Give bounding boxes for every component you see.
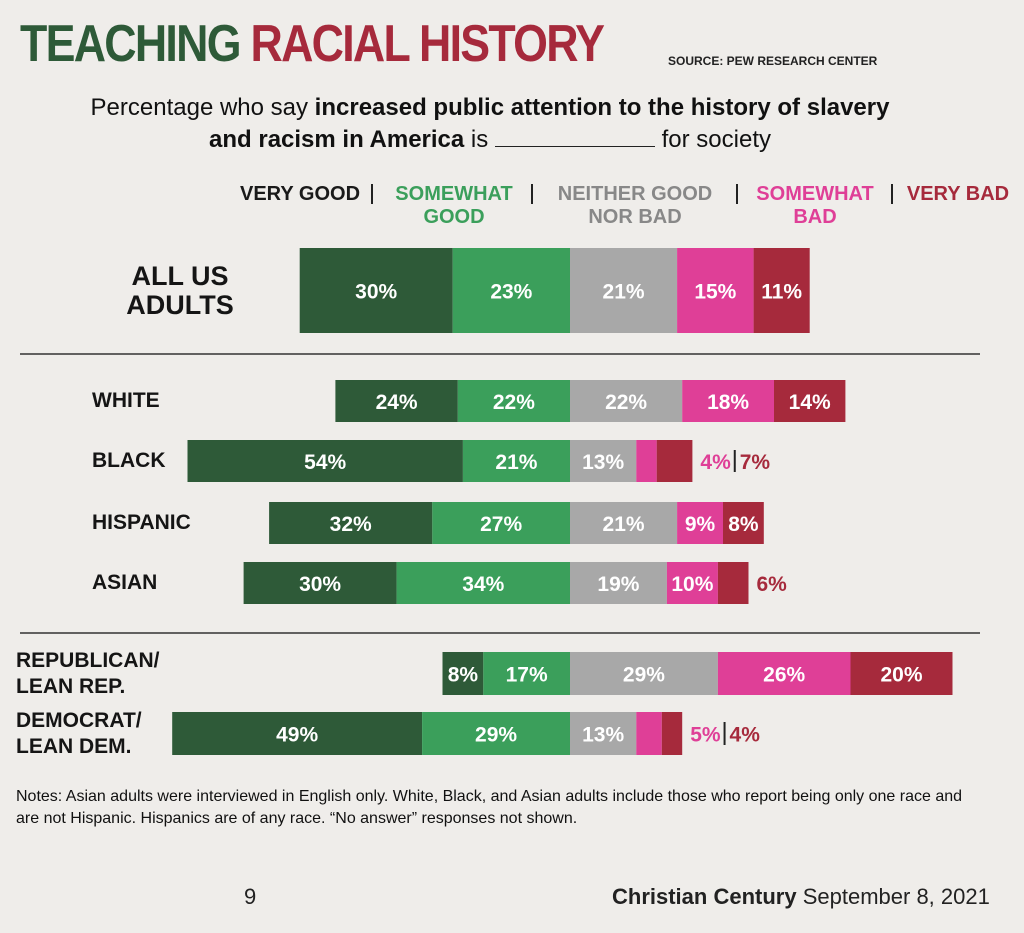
bar-segment xyxy=(187,440,463,482)
title: TEACHING RACIAL HISTORY xyxy=(20,14,605,74)
value-label: 27% xyxy=(480,513,522,536)
bar-segment xyxy=(422,712,570,755)
value-label: 30% xyxy=(299,573,341,596)
bar-segment xyxy=(462,440,570,482)
bar-segment xyxy=(570,380,683,422)
bar-segment xyxy=(335,380,458,422)
value-label: 21% xyxy=(603,281,645,304)
value-label: 14% xyxy=(789,391,831,414)
value-label: 30% xyxy=(355,281,397,304)
category-label: ASIAN xyxy=(92,571,158,594)
bar-segment xyxy=(243,562,397,604)
value-label: 54% xyxy=(304,451,346,474)
category-label: BLACK xyxy=(92,449,166,472)
category-label: HISPANIC xyxy=(92,511,191,534)
title-part: RACIAL HISTORY xyxy=(250,15,604,73)
legend-entry: NEITHER GOOD NOR BAD xyxy=(557,183,713,228)
magazine: Christian Century xyxy=(612,884,797,909)
bar-segment xyxy=(656,440,693,482)
bar-segment xyxy=(677,248,754,333)
bar-segment xyxy=(396,562,570,604)
bar-segment xyxy=(717,562,749,604)
page-number: 9 xyxy=(244,884,257,909)
bar-segment xyxy=(570,562,667,604)
bar-segment xyxy=(717,652,851,695)
value-label: 13% xyxy=(582,724,624,747)
value-label: 32% xyxy=(330,513,372,536)
value-label: 23% xyxy=(490,281,532,304)
bar-segment xyxy=(432,502,570,544)
value-label: 34% xyxy=(462,573,504,596)
bar-segment xyxy=(483,652,570,695)
bar-segment xyxy=(299,248,453,333)
value-label: 7% xyxy=(740,451,771,474)
bar-segment xyxy=(269,502,433,544)
value-label: 11% xyxy=(761,281,802,304)
value-label: 6% xyxy=(757,573,788,596)
value-label: 29% xyxy=(623,664,665,687)
subtitle-bold: increased public attention to the histor… xyxy=(209,94,890,153)
value-label: 20% xyxy=(880,664,922,687)
notes: Notes: Asian adults were interviewed in … xyxy=(16,788,963,827)
bar-segment xyxy=(753,248,810,333)
bar-segment xyxy=(570,440,637,482)
subtitle-text: is xyxy=(470,126,489,153)
legend-entry: VERY GOOD xyxy=(239,183,361,205)
bar-segment xyxy=(570,652,718,695)
category-label: DEMOCRAT/ LEAN DEM. xyxy=(16,709,142,758)
bar-segment xyxy=(570,248,678,333)
footer: Christian Century September 8, 2021 xyxy=(612,884,990,910)
value-label: 4% xyxy=(730,724,761,747)
value-label: 17% xyxy=(506,664,548,687)
bar-segment xyxy=(457,380,570,422)
title-part: TEACHING xyxy=(20,15,242,73)
bar-segment xyxy=(677,502,723,544)
bar-segment xyxy=(636,440,657,482)
value-label: 10% xyxy=(671,573,713,596)
value-label: 8% xyxy=(448,664,479,687)
category-label: ALL US ADULTS xyxy=(126,261,234,320)
legend-entry: SOMEWHAT BAD xyxy=(756,183,874,228)
value-label: 24% xyxy=(376,391,418,414)
bar-segment xyxy=(666,562,718,604)
bar-segment xyxy=(172,712,423,755)
value-label: 19% xyxy=(597,573,639,596)
value-label: 22% xyxy=(605,391,647,414)
bar-segment xyxy=(723,502,764,544)
value-label: 26% xyxy=(763,664,805,687)
bar-segment xyxy=(570,712,637,755)
source: SOURCE: PEW RESEARCH CENTER xyxy=(668,54,878,68)
date: September 8, 2021 xyxy=(802,884,990,909)
legend-entry: SOMEWHAT GOOD xyxy=(395,183,513,228)
bar-segment xyxy=(661,712,683,755)
value-label: 21% xyxy=(495,451,537,474)
bar-segment xyxy=(442,652,484,695)
blank xyxy=(494,124,655,147)
subtitle: Percentage who say increased public atte… xyxy=(90,92,890,156)
value-label: 21% xyxy=(603,513,645,536)
category-label: WHITE xyxy=(92,389,160,412)
bar-segment xyxy=(636,712,662,755)
value-label: 49% xyxy=(276,724,318,747)
value-label: 18% xyxy=(707,391,749,414)
value-label: 29% xyxy=(475,724,517,747)
bar-segment xyxy=(850,652,953,695)
value-label: 13% xyxy=(582,451,624,474)
value-label: 9% xyxy=(685,513,716,536)
value-label: 22% xyxy=(493,391,535,414)
value-label: 15% xyxy=(694,281,736,304)
value-label: 5% xyxy=(690,724,721,747)
bar-segment xyxy=(774,380,846,422)
bar-segment xyxy=(452,248,570,333)
value-label: 4% xyxy=(700,451,731,474)
bar-segment xyxy=(682,380,774,422)
legend-entry: VERY BAD xyxy=(906,183,1010,205)
subtitle-text: Percentage who say xyxy=(90,94,308,121)
bar-segment xyxy=(570,502,678,544)
subtitle-text: for society xyxy=(661,126,771,153)
value-label: 8% xyxy=(728,513,759,536)
category-label: REPUBLICAN/ LEAN REP. xyxy=(16,649,160,698)
